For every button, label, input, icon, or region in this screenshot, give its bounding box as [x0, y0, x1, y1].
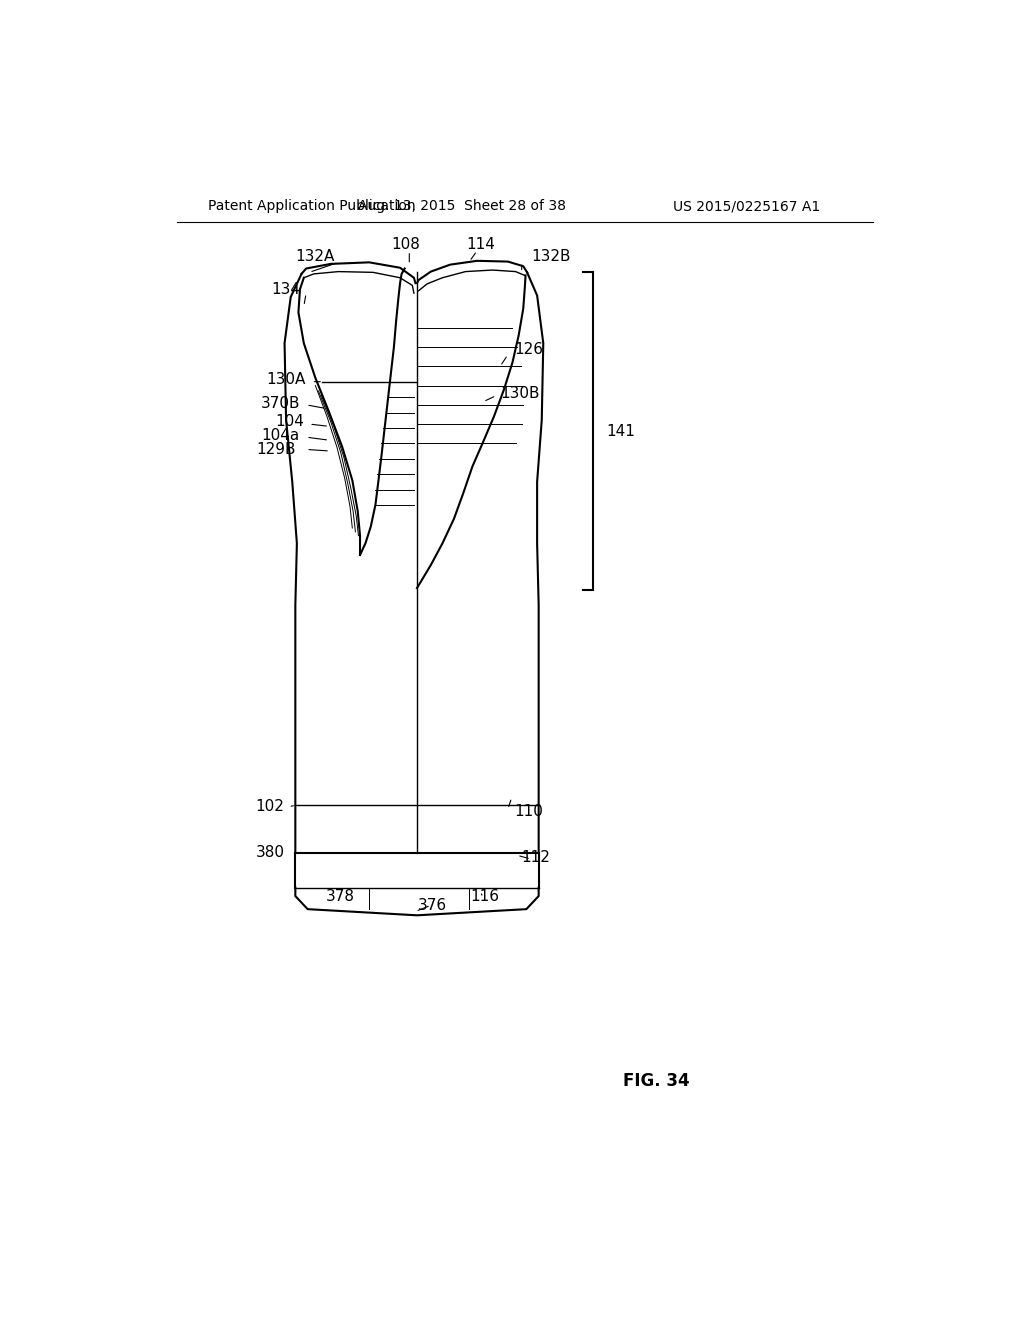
Text: 378: 378 [326, 888, 354, 904]
Text: 110: 110 [514, 804, 543, 818]
Text: 132B: 132B [531, 249, 570, 264]
Text: 370B: 370B [260, 396, 300, 411]
Text: 380: 380 [256, 845, 285, 861]
Text: 130A: 130A [266, 372, 306, 387]
Text: 132A: 132A [295, 249, 335, 264]
Text: 108: 108 [392, 238, 421, 252]
Text: Aug. 13, 2015  Sheet 28 of 38: Aug. 13, 2015 Sheet 28 of 38 [357, 199, 565, 213]
Text: 104: 104 [274, 414, 304, 429]
Text: US 2015/0225167 A1: US 2015/0225167 A1 [673, 199, 820, 213]
Text: 141: 141 [606, 424, 635, 440]
Text: 104a: 104a [262, 428, 300, 444]
Text: 130B: 130B [500, 385, 540, 401]
Text: 134: 134 [271, 281, 300, 297]
Text: 126: 126 [514, 342, 543, 356]
Text: 112: 112 [521, 850, 551, 865]
Text: Patent Application Publication: Patent Application Publication [208, 199, 415, 213]
Text: 102: 102 [256, 799, 285, 814]
Text: 129B: 129B [257, 442, 296, 457]
Text: 114: 114 [467, 238, 496, 252]
Text: FIG. 34: FIG. 34 [624, 1072, 690, 1090]
Text: 116: 116 [470, 888, 500, 904]
Text: 376: 376 [418, 898, 446, 913]
